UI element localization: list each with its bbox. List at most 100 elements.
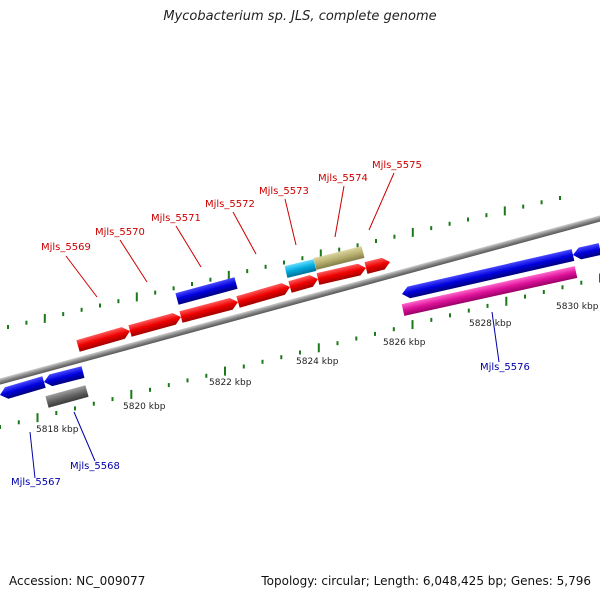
gene-label[interactable]: Mjls_5567 — [11, 477, 61, 488]
scale-tick — [561, 285, 564, 290]
scale-tick — [7, 325, 9, 329]
gene-box-mjls-5568[interactable] — [45, 385, 89, 408]
scale-tick — [299, 350, 301, 355]
scale-tick — [25, 320, 28, 325]
leader-line — [232, 211, 257, 255]
gene-arrow-mjls-5574b[interactable] — [316, 262, 368, 285]
gene-label[interactable]: Mjls_5574 — [318, 173, 368, 184]
scale-tick — [338, 247, 341, 252]
scale-tick — [246, 269, 249, 274]
leader-line — [284, 198, 297, 246]
scale-labels: 5818 kbp 5820 kbp 5822 kbp 5824 kbp 5826… — [36, 302, 599, 435]
scale-tick — [43, 313, 46, 323]
kbp-label: 5828 kbp — [469, 319, 512, 329]
leader-line — [368, 172, 395, 231]
scale-tick — [467, 217, 469, 222]
gene-label[interactable]: Mjls_5570 — [95, 227, 145, 238]
scale-tick — [111, 397, 114, 402]
scale-tick — [336, 341, 339, 346]
backbone-group — [0, 210, 600, 390]
scale-tick — [374, 331, 376, 336]
scale-tick — [99, 303, 101, 308]
scale-tick — [449, 313, 451, 318]
scale-tick — [130, 389, 133, 399]
gene-labels-forward: Mjls_5569 Mjls_5570 Mjls_5571 Mjls_5572 … — [41, 160, 422, 253]
scale-tick — [167, 383, 170, 388]
scale-tick — [375, 239, 377, 243]
accession-text: Accession: NC_009077 — [9, 574, 146, 588]
scale-tick — [319, 249, 322, 259]
gene-arrow-mjls-5573b[interactable] — [288, 273, 319, 293]
scale-tick — [393, 234, 396, 239]
scale-tick — [264, 264, 267, 269]
genome-backbone — [0, 210, 600, 390]
scale-tick — [224, 366, 226, 376]
scale-tick — [580, 280, 583, 285]
scale-tick — [186, 378, 189, 383]
gene-box-mjls-5576[interactable] — [401, 266, 578, 316]
scale-tick — [542, 290, 545, 294]
leader-line — [65, 255, 98, 298]
gene-label[interactable]: Mjls_5576 — [480, 362, 530, 373]
scale-tick — [80, 307, 83, 312]
gene-box-mjls-5571-reverse[interactable] — [175, 277, 238, 305]
gene-arrow-mjls-5569[interactable] — [76, 325, 131, 352]
kbp-label: 5818 kbp — [36, 425, 79, 435]
scale-tick — [36, 413, 39, 423]
scale-tick — [62, 312, 65, 317]
gene-label[interactable]: Mjls_5575 — [372, 160, 422, 171]
scale-tick — [317, 343, 320, 353]
gene-arrow-mjls-5571[interactable] — [179, 296, 239, 323]
scale-tick — [485, 213, 488, 218]
gene-arrow-mjls-5570[interactable] — [128, 311, 182, 337]
scale-tick — [74, 406, 76, 411]
scale-tick — [392, 327, 395, 332]
gene-label[interactable]: Mjls_5572 — [205, 199, 255, 210]
kbp-label: 5824 kbp — [296, 357, 339, 367]
scale-tick — [242, 364, 245, 369]
gene-label[interactable]: Mjls_5573 — [259, 186, 309, 197]
scale-tick — [356, 243, 359, 248]
gene-label[interactable]: Mjls_5569 — [41, 242, 91, 253]
leader-line — [73, 411, 96, 462]
scale-tick — [559, 196, 561, 200]
scale-tick — [209, 277, 212, 282]
kbp-label: 5830 kbp — [556, 302, 599, 312]
leader-line — [119, 239, 148, 283]
gene-box-mjls-5573[interactable] — [284, 259, 317, 278]
scale-tick — [503, 206, 506, 216]
gene-label[interactable]: Mjls_5571 — [151, 213, 201, 224]
kbp-label: 5826 kbp — [383, 338, 426, 348]
scale-tick — [283, 260, 285, 265]
scale-tick — [227, 270, 230, 280]
gene-box-mjls-5574[interactable] — [313, 246, 365, 270]
gene-arrow-mjls-5567[interactable] — [0, 376, 46, 401]
gene-arrow-reverse-1[interactable] — [401, 249, 575, 300]
gene-arrow-mjls-5575b[interactable] — [364, 256, 392, 274]
scale-tick — [280, 355, 283, 360]
scale-tick — [301, 256, 304, 261]
gene-label[interactable]: Mjls_5568 — [70, 461, 120, 472]
scale-tick — [154, 290, 157, 295]
scale-tick — [355, 336, 358, 341]
leader-line — [334, 185, 345, 238]
scale-tick — [411, 227, 414, 237]
scale-tick — [55, 411, 58, 415]
gene-arrow-mjls-5572[interactable] — [236, 281, 291, 308]
scale-tick — [172, 286, 175, 291]
gene-arrow-reverse-2[interactable] — [572, 243, 600, 261]
gene-features — [0, 243, 600, 408]
scale-tick — [117, 299, 120, 304]
scale-tick — [522, 204, 525, 209]
scale-tick — [205, 373, 208, 378]
scale-tick — [261, 359, 264, 364]
label-leader-lines — [29, 172, 500, 479]
gene-labels-reverse: Mjls_5567 Mjls_5568 Mjls_5576 — [11, 362, 530, 488]
scale-tick — [540, 200, 543, 205]
gene-arrow-mjls-5567b[interactable] — [43, 366, 85, 388]
scale-tick — [448, 221, 451, 226]
scale-tick — [411, 320, 414, 330]
kbp-label: 5822 kbp — [209, 378, 252, 388]
leader-line — [29, 431, 36, 479]
